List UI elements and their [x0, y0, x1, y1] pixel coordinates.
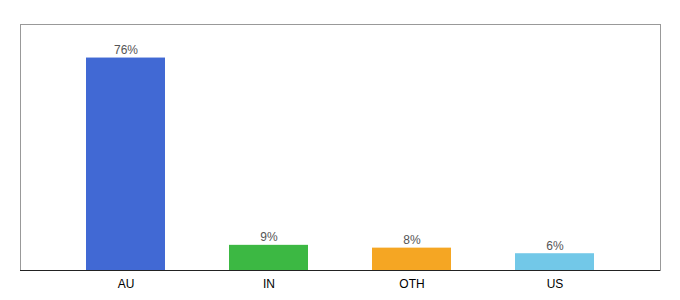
svg-text:AU: AU [118, 277, 135, 291]
svg-text:US: US [547, 277, 564, 291]
svg-text:8%: 8% [403, 233, 421, 247]
svg-text:76%: 76% [114, 43, 138, 57]
svg-text:IN: IN [263, 277, 275, 291]
svg-text:OTH: OTH [399, 277, 424, 291]
svg-text:9%: 9% [260, 230, 278, 244]
svg-text:6%: 6% [546, 239, 564, 253]
